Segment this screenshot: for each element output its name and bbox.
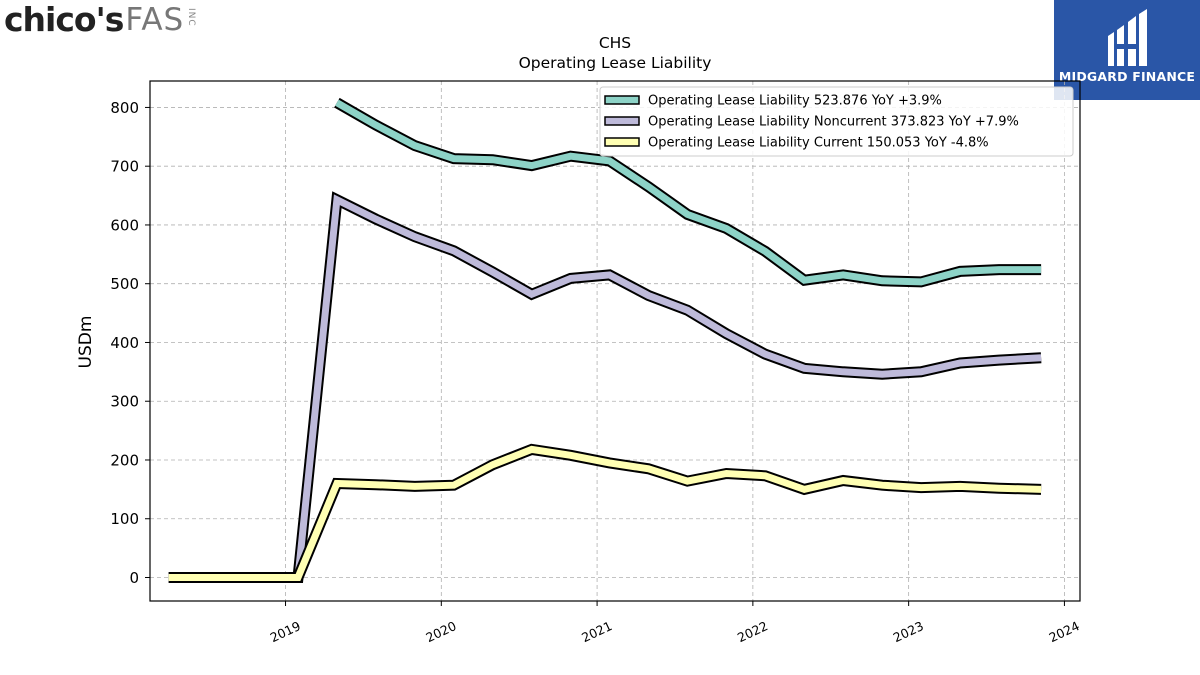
y-tick-label: 800 (110, 99, 139, 117)
midgard-finance-logo: MIDGARD FINANCE (1054, 0, 1200, 100)
legend-swatch-1 (604, 95, 640, 105)
x-tick-label: 2019 (268, 618, 303, 645)
chicos-fas-logo: chico's FAS INC (4, 2, 196, 42)
y-tick-label: 600 (110, 216, 139, 234)
legend-label-2: Operating Lease Liability Noncurrent 373… (648, 115, 1019, 130)
y-tick-label: 200 (110, 451, 139, 469)
plot-frame (149, 80, 1081, 602)
logo-inc: INC (186, 8, 197, 27)
legend-box (599, 86, 1074, 157)
y-tick-label: 500 (110, 275, 139, 293)
series-lines (168, 97, 1042, 583)
series-line-1 (335, 99, 1042, 286)
series-outline-2 (168, 191, 1042, 583)
x-tick-label: 2023 (891, 618, 926, 645)
logo-brand-text: MIDGARD FINANCE (1058, 69, 1196, 84)
y-tick-label: 400 (110, 334, 139, 352)
midgard-mark-icon (1108, 9, 1147, 66)
x-tick-label: 2020 (423, 618, 458, 645)
legend-swatch-3 (604, 137, 640, 147)
y-tick-label: 100 (110, 510, 139, 528)
legend-swatch-2 (604, 116, 640, 126)
y-axis: 0 100 200 300 400 500 600 700 800 (110, 99, 150, 587)
y-tick-label: 0 (129, 569, 139, 587)
y-tick-label: 700 (110, 158, 139, 176)
logo-name: chico's (4, 0, 124, 39)
legend: Operating Lease Liability 523.876 YoY +3… (599, 86, 1074, 157)
x-axis: 2019 2020 2021 2022 2023 2024 (268, 601, 1082, 645)
series-line-2 (168, 194, 1042, 581)
series-line-3 (168, 445, 1042, 581)
legend-label-3: Operating Lease Liability Current 150.05… (648, 136, 989, 151)
x-tick-label: 2021 (579, 618, 614, 645)
x-tick-label: 2022 (735, 618, 770, 645)
y-tick-label: 300 (110, 393, 139, 411)
chart-subtitle: Operating Lease Liability (519, 54, 712, 72)
chart-title: CHS (599, 34, 631, 52)
y-axis-label: USDm (76, 316, 96, 369)
logo-suffix: FAS (125, 2, 185, 38)
x-tick-label: 2024 (1047, 618, 1082, 645)
legend-label-1: Operating Lease Liability 523.876 YoY +3… (648, 94, 942, 109)
